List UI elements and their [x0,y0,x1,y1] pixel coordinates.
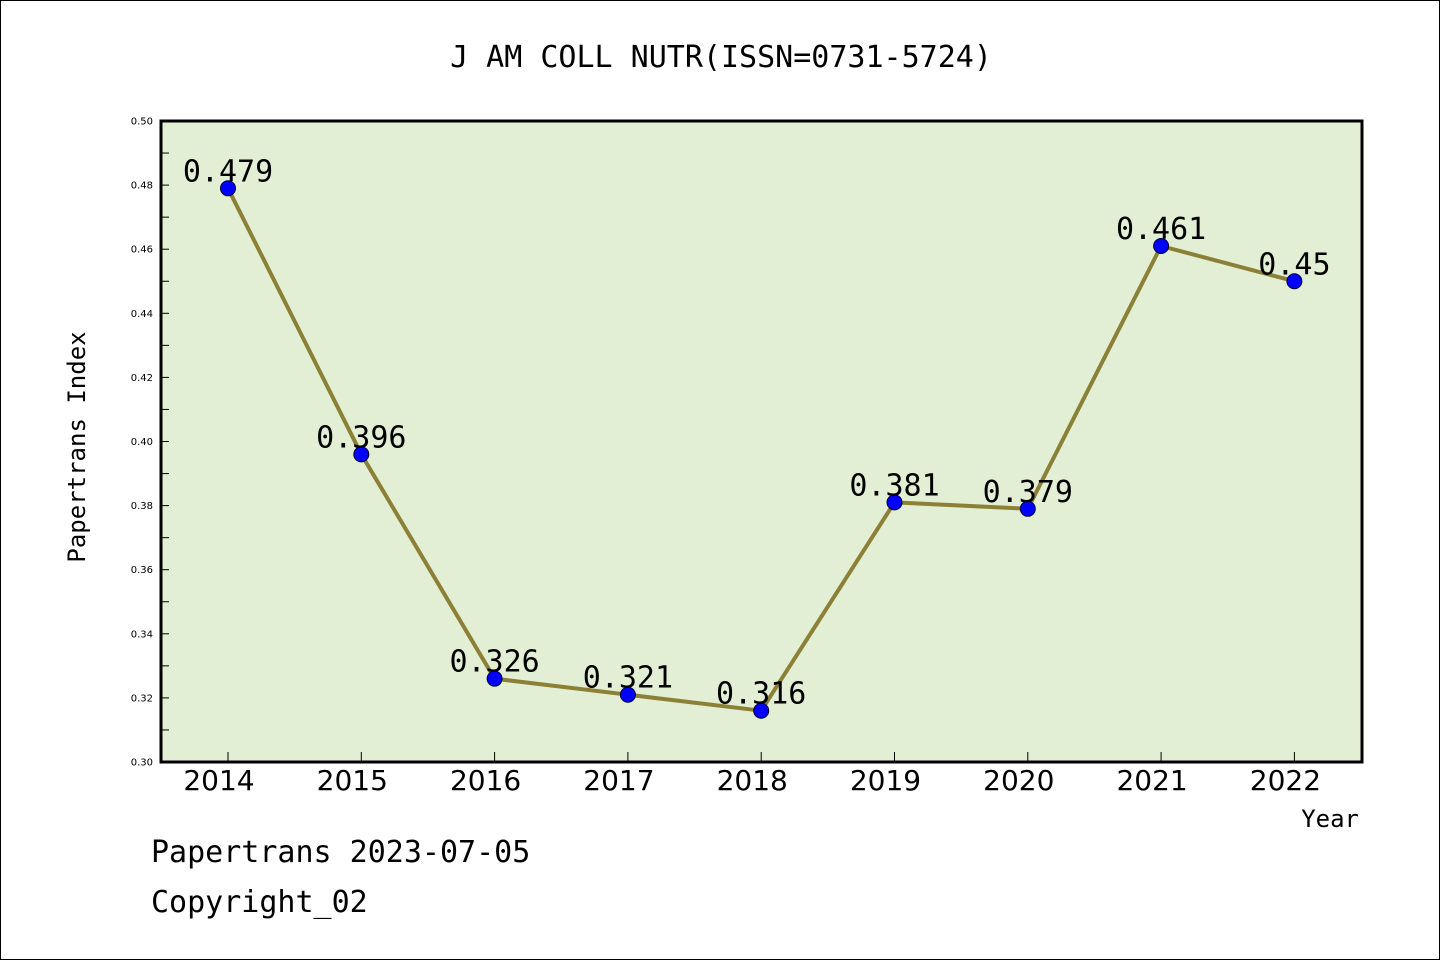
chart-title: J AM COLL NUTR(ISSN=0731-5724) [450,40,992,75]
y-tick-label: 0.44 [131,309,153,320]
x-tick-label: 2021 [1116,764,1187,797]
y-tick-label: 0.30 [131,758,153,769]
x-tick-label: 2014 [183,764,254,797]
data-label: 0.479 [183,154,273,189]
y-tick-label: 0.46 [131,245,153,256]
x-tick-label: 2022 [1250,764,1321,797]
data-label: 0.381 [849,468,939,503]
data-point [353,446,370,463]
data-point [619,686,636,703]
x-tick-label: 2019 [850,764,921,797]
y-tick-label: 0.50 [131,117,153,128]
x-tick-label: 2020 [983,764,1054,797]
data-point [886,494,903,511]
data-point [486,670,503,687]
x-axis: 2014 2015 2016 2017 2018 2019 2020 2021 2022 [183,752,1321,797]
data-label: 0.396 [316,420,406,455]
x-tick-label: 2018 [717,764,788,797]
y-tick-label: 0.32 [131,693,153,704]
data-point [753,702,770,719]
data-point [220,180,236,197]
y-tick-label: 0.38 [131,501,153,512]
data-point [1286,273,1303,290]
footer-copyright: Copyright_02 [151,885,368,920]
data-label: 0.316 [716,677,806,712]
data-label: 0.461 [1116,212,1206,247]
y-axis-label: Papertrans Index [63,331,91,562]
y-tick-label: 0.36 [131,565,153,576]
y-tick-label: 0.48 [131,181,153,192]
data-label: 0.321 [583,661,673,696]
data-points [220,180,1303,719]
x-tick-label: 2015 [317,764,388,797]
data-point [1019,500,1036,517]
x-tick-label: 2017 [583,764,654,797]
data-label: 0.326 [449,645,539,680]
x-tick-label: 2016 [450,764,521,797]
y-tick-label: 0.42 [131,373,153,384]
data-label: 0.379 [983,475,1073,510]
y-tick-label: 0.34 [131,629,153,640]
plot-border [159,119,1364,764]
x-axis-label: Year [1301,805,1359,833]
data-label: 0.45 [1258,247,1330,282]
footer-date: Papertrans 2023-07-05 [151,835,531,870]
data-labels: 0.479 0.396 0.326 0.321 0.316 0.381 0.379 0.461… [183,154,1331,711]
data-point [1153,237,1170,254]
y-tick-label: 0.40 [131,437,153,448]
plot-area [161,121,1362,762]
